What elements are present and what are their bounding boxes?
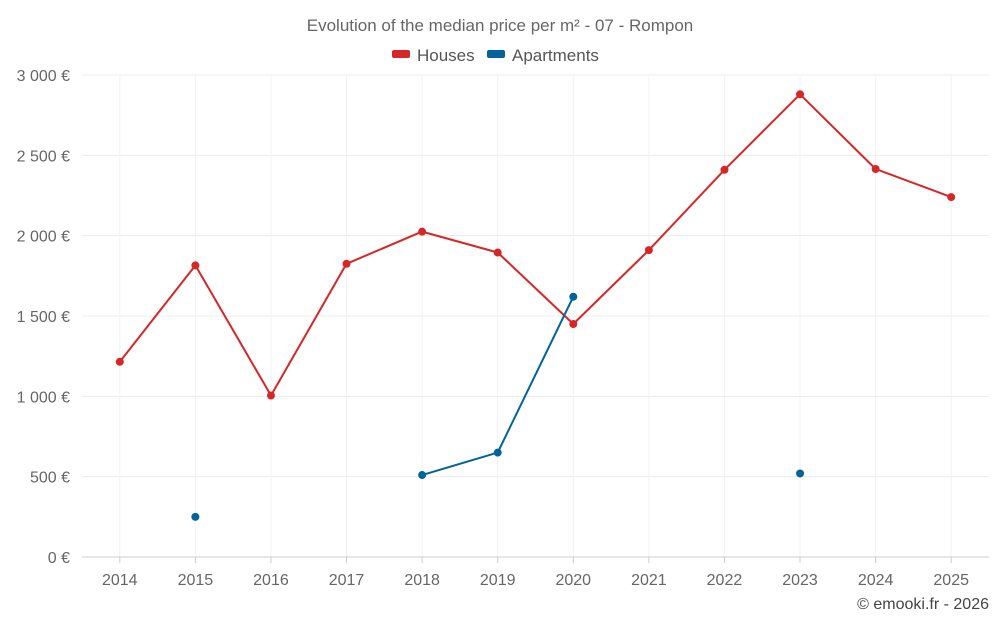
grid xyxy=(82,74,989,557)
data-point-houses[interactable]: Houses 2017: 1825 xyxy=(342,259,351,268)
y-tick-label: 500 € xyxy=(30,470,70,487)
y-tick-label: 2 000 € xyxy=(17,229,70,246)
legend-swatch-houses xyxy=(392,50,410,58)
data-point-apartments[interactable]: Apartments 2023: 520 xyxy=(796,469,805,478)
x-tick-label: 2022 xyxy=(707,572,743,589)
x-tick-label: 2021 xyxy=(631,572,667,589)
data-point-apartments[interactable]: Apartments 2018: 510 xyxy=(418,471,427,480)
data-point-houses[interactable]: Houses 2023: 2880 xyxy=(796,90,805,99)
series-line-houses xyxy=(118,93,953,397)
legend: Houses Apartments xyxy=(392,46,599,65)
x-tick-label: 2014 xyxy=(102,572,138,589)
axes: 0 € 500 € 1 000 € 1 500 € 2 000 € 2 500 € 3 00… xyxy=(17,68,989,589)
x-tick-label: 2023 xyxy=(782,572,818,589)
legend-label-apartments[interactable]: Apartments xyxy=(512,46,599,65)
series: Houses 2014: 1215 Houses 2015: 1815 Houses… xyxy=(115,90,956,521)
data-point-houses[interactable]: Houses 2021: 1910 xyxy=(644,246,653,255)
data-point-houses[interactable]: Houses 2025: 2240 xyxy=(947,193,956,202)
legend-label-houses[interactable]: Houses xyxy=(417,46,475,65)
data-point-houses[interactable]: Houses 2015: 1815 xyxy=(191,261,200,270)
x-tick-label: 2025 xyxy=(933,572,969,589)
data-point-houses[interactable]: Houses 2019: 1895 xyxy=(493,248,502,257)
y-tick-label: 0 € xyxy=(48,550,70,567)
x-tick-label: 2024 xyxy=(858,572,894,589)
data-point-apartments[interactable]: Apartments 2015: 250 xyxy=(191,512,200,521)
y-tick-label: 3 000 € xyxy=(17,68,70,85)
x-tick-label: 2018 xyxy=(404,572,440,589)
legend-swatch-apartments xyxy=(487,50,505,58)
legend-item-houses[interactable]: Houses xyxy=(392,46,475,65)
data-point-apartments[interactable]: Apartments 2019: 650 xyxy=(493,448,502,457)
chart-title: Evolution of the median price per m² - 0… xyxy=(307,16,693,35)
y-tick-label: 1 000 € xyxy=(17,389,70,406)
x-tick-label: 2019 xyxy=(480,572,516,589)
x-tick-label: 2017 xyxy=(329,572,365,589)
x-tick-label: 2016 xyxy=(253,572,289,589)
data-point-houses[interactable]: Houses 2022: 2410 xyxy=(720,165,729,174)
credit-text: © emooki.fr - 2026 xyxy=(857,596,989,613)
data-point-houses[interactable]: Houses 2014: 1215 xyxy=(115,357,124,366)
data-point-houses[interactable]: Houses 2018: 2025 xyxy=(418,227,427,236)
data-point-houses[interactable]: Houses 2020: 1450 xyxy=(569,320,578,329)
x-tick-label: 2015 xyxy=(178,572,214,589)
data-point-houses[interactable]: Houses 2024: 2415 xyxy=(871,164,880,173)
y-tick-label: 1 500 € xyxy=(17,309,70,326)
data-point-houses[interactable]: Houses 2016: 1005 xyxy=(266,391,275,400)
x-tick-label: 2020 xyxy=(555,572,591,589)
y-tick-label: 2 500 € xyxy=(17,148,70,165)
legend-item-apartments[interactable]: Apartments xyxy=(487,46,599,65)
